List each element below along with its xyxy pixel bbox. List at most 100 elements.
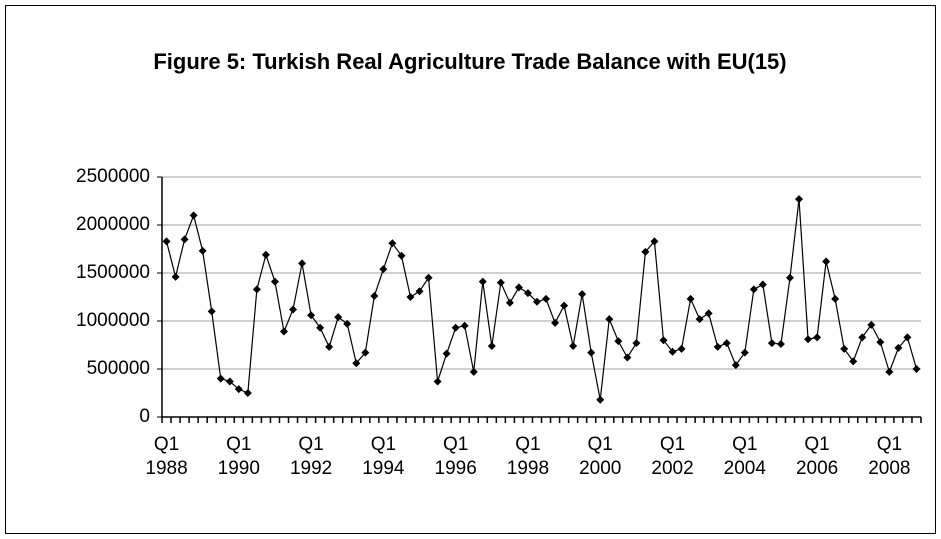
data-marker [424,273,433,282]
chart-title: Figure 5: Turkish Real Agriculture Trade… [153,49,787,74]
x-tick-label: Q1 2000 [579,434,622,479]
x-tick-label: Q1 1988 [145,434,188,479]
data-marker [876,338,885,347]
data-marker [677,344,686,353]
data-marker [442,349,451,358]
x-tick-label: Q1 2004 [723,434,766,479]
data-marker [578,290,587,299]
data-marker [849,357,858,366]
data-marker [225,377,234,386]
data-marker [650,237,659,246]
data-marker [623,353,632,362]
y-tick-label: 2500000 [76,166,150,187]
data-marker [813,333,822,342]
data-marker [551,318,560,327]
data-marker [713,342,722,351]
data-marker [632,339,641,348]
data-marker [903,333,912,342]
data-marker [659,336,668,345]
data-marker [496,278,505,287]
data-marker [785,273,794,282]
data-marker [596,395,605,404]
chart-border [5,5,936,534]
data-marker [307,311,316,320]
data-marker [767,339,776,348]
data-marker [569,341,578,350]
y-tick-label: 1000000 [76,310,150,331]
data-marker [433,377,442,386]
data-marker [731,361,740,370]
data-marker [243,389,252,397]
x-tick-label: Q1 2006 [795,434,839,479]
data-marker [162,237,171,246]
data-marker [858,333,867,342]
data-marker [641,247,650,256]
data-marker [831,294,840,303]
data-marker [740,348,749,357]
data-marker [451,323,460,332]
data-marker [207,307,216,316]
data-marker [397,251,406,260]
data-marker [686,294,695,303]
data-marker [252,285,261,294]
data-marker [261,250,270,259]
data-marker [298,259,307,268]
data-marker [316,323,325,332]
data-marker [885,367,894,376]
data-marker [370,292,379,301]
data-marker [469,367,478,376]
data-marker [460,321,469,330]
data-marker [270,277,279,286]
data-marker [822,257,831,266]
x-tick-label: Q1 1996 [434,434,477,479]
data-marker [334,313,343,322]
x-tick-label: Q1 1990 [217,434,260,479]
y-tick-label: 1500000 [76,262,150,283]
data-marker [216,374,225,383]
data-marker [749,285,758,294]
data-marker [912,365,921,373]
data-marker [325,342,334,351]
data-marker [406,293,415,301]
data-marker [614,337,623,346]
data-marker [189,211,198,220]
data-marker [379,265,388,274]
y-tick-label: 500000 [87,358,150,379]
data-marker [352,359,361,368]
data-marker [587,348,596,357]
data-marker [840,344,849,353]
data-marker [388,239,397,248]
data-marker [867,320,876,329]
data-line [165,199,918,400]
x-tick-label: Q1 2008 [868,434,911,479]
data-marker [795,195,804,204]
data-marker [289,305,298,314]
data-marker [804,335,813,344]
data-marker [668,347,677,356]
data-marker [514,283,523,292]
data-marker [695,315,704,324]
data-marker [234,385,243,394]
data-marker [758,280,767,289]
data-marker [560,301,569,310]
data-marker [505,298,514,307]
x-tick-label: Q1 1992 [289,434,333,479]
data-marker [343,319,352,328]
data-marker [361,348,370,357]
data-marker [171,272,180,281]
y-tick-label: 0 [139,406,150,427]
data-marker [415,287,424,296]
data-marker [523,289,532,298]
data-marker [180,235,189,244]
data-marker [532,297,541,306]
data-marker [894,343,903,352]
data-marker [704,309,713,318]
data-marker [605,315,614,324]
data-marker [722,339,731,348]
data-marker [776,340,785,349]
x-tick-label: Q1 2002 [651,434,694,479]
data-marker [198,246,207,255]
data-marker [279,327,288,336]
